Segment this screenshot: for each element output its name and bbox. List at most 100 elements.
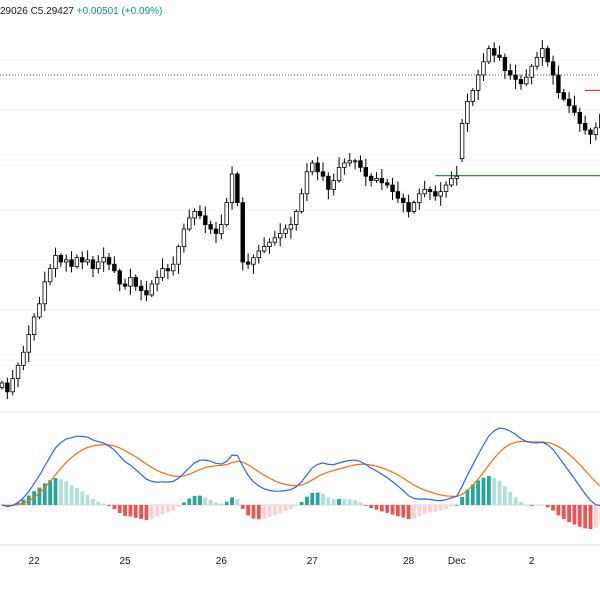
candle-body: [545, 48, 550, 63]
macd-hist-bar: [577, 505, 582, 527]
candle: [518, 74, 524, 90]
candle: [69, 251, 74, 273]
candle: [320, 162, 326, 181]
candle: [283, 224, 288, 239]
macd-hist-bar: [540, 505, 545, 506]
candle: [577, 107, 582, 132]
candle-body: [170, 263, 176, 272]
candle-body: [529, 65, 534, 78]
candle-body: [491, 48, 497, 56]
candle-body: [251, 257, 256, 265]
candle: [411, 200, 417, 214]
macd-hist-bar: [251, 505, 256, 519]
candle: [47, 264, 53, 286]
candle-body: [112, 263, 117, 272]
candle: [219, 214, 224, 240]
candle: [272, 230, 278, 246]
candle-body: [588, 129, 593, 135]
macd-hist-bar: [128, 505, 133, 517]
signal-line: [1, 440, 600, 506]
macd-hist-bar: [508, 491, 513, 505]
candle: [42, 271, 47, 312]
candle: [117, 268, 122, 292]
candle: [491, 42, 497, 63]
candle-body: [502, 57, 508, 72]
macd-hist-bar: [224, 501, 229, 505]
macd-hist-bar: [449, 505, 454, 507]
candle: [390, 178, 395, 201]
candle: [486, 45, 492, 64]
candle-body: [208, 224, 213, 230]
macd-hist-bar: [262, 505, 267, 519]
candle-body: [192, 210, 197, 219]
x-tick-label: 22: [29, 556, 41, 567]
candle-body: [187, 217, 192, 230]
candle-body: [15, 364, 21, 379]
candle-body: [267, 241, 272, 247]
macd-hist-bar: [192, 495, 197, 505]
candle: [465, 93, 470, 132]
candle: [213, 222, 219, 244]
macd-hist-bar: [85, 494, 90, 505]
candle: [449, 171, 454, 188]
candle-body: [42, 281, 47, 305]
candle-body: [288, 224, 294, 230]
candle: [31, 313, 37, 341]
candle: [459, 118, 465, 163]
macd-hist-bar: [422, 505, 427, 514]
candle-body: [401, 197, 406, 203]
candle: [475, 69, 481, 101]
candle-body: [165, 268, 171, 272]
macd-hist-bar: [353, 500, 357, 505]
macd-hist-bar: [117, 505, 122, 514]
candle: [556, 65, 561, 99]
ohlc-values: 29026 C5.29427: [0, 6, 74, 17]
candle: [406, 194, 411, 218]
macd-hist-bar: [123, 505, 127, 516]
macd-hist-bar: [379, 505, 384, 512]
candle: [261, 237, 267, 254]
candle: [331, 173, 336, 196]
x-tick-label: 28: [403, 556, 415, 567]
macd-hist-bar: [433, 505, 438, 512]
macd-hist-bar: [567, 505, 571, 523]
candle: [401, 193, 406, 213]
candle-body: [481, 61, 486, 76]
candle: [128, 268, 133, 295]
candle-body: [47, 268, 53, 283]
candle-body: [272, 237, 278, 243]
candle: [165, 264, 171, 280]
candle-body: [566, 98, 572, 107]
macd-hist-bar: [289, 505, 293, 510]
candle-body: [550, 61, 556, 76]
candle: [176, 244, 181, 274]
candle: [267, 238, 272, 254]
candle-body: [336, 166, 342, 181]
macd-hist-bar: [133, 505, 138, 518]
candle: [149, 280, 154, 298]
macd-hist-bar: [524, 504, 529, 506]
candle-body: [443, 184, 449, 192]
candle: [502, 53, 508, 80]
macd-hist-bar: [556, 505, 561, 516]
macd-hist-bar: [235, 499, 240, 505]
candle-body: [261, 246, 267, 252]
macd-hist-bar: [519, 502, 523, 505]
candle-body: [465, 101, 470, 124]
candle-body: [31, 316, 37, 336]
candle-body: [363, 166, 368, 177]
candle: [310, 160, 315, 176]
candle-body: [283, 228, 288, 234]
candle-body: [368, 175, 374, 181]
macd-hist-bar: [492, 477, 497, 505]
candle-body: [144, 290, 149, 296]
macd-hist-bar: [294, 505, 299, 507]
candle-body: [310, 162, 315, 173]
candle: [352, 158, 358, 170]
macd-hist-bar: [593, 505, 598, 528]
candle: [550, 55, 556, 85]
macd-hist-bar: [369, 505, 374, 509]
candle-body: [454, 175, 459, 179]
candle-body: [133, 276, 138, 287]
macd-hist-bar: [155, 505, 160, 517]
